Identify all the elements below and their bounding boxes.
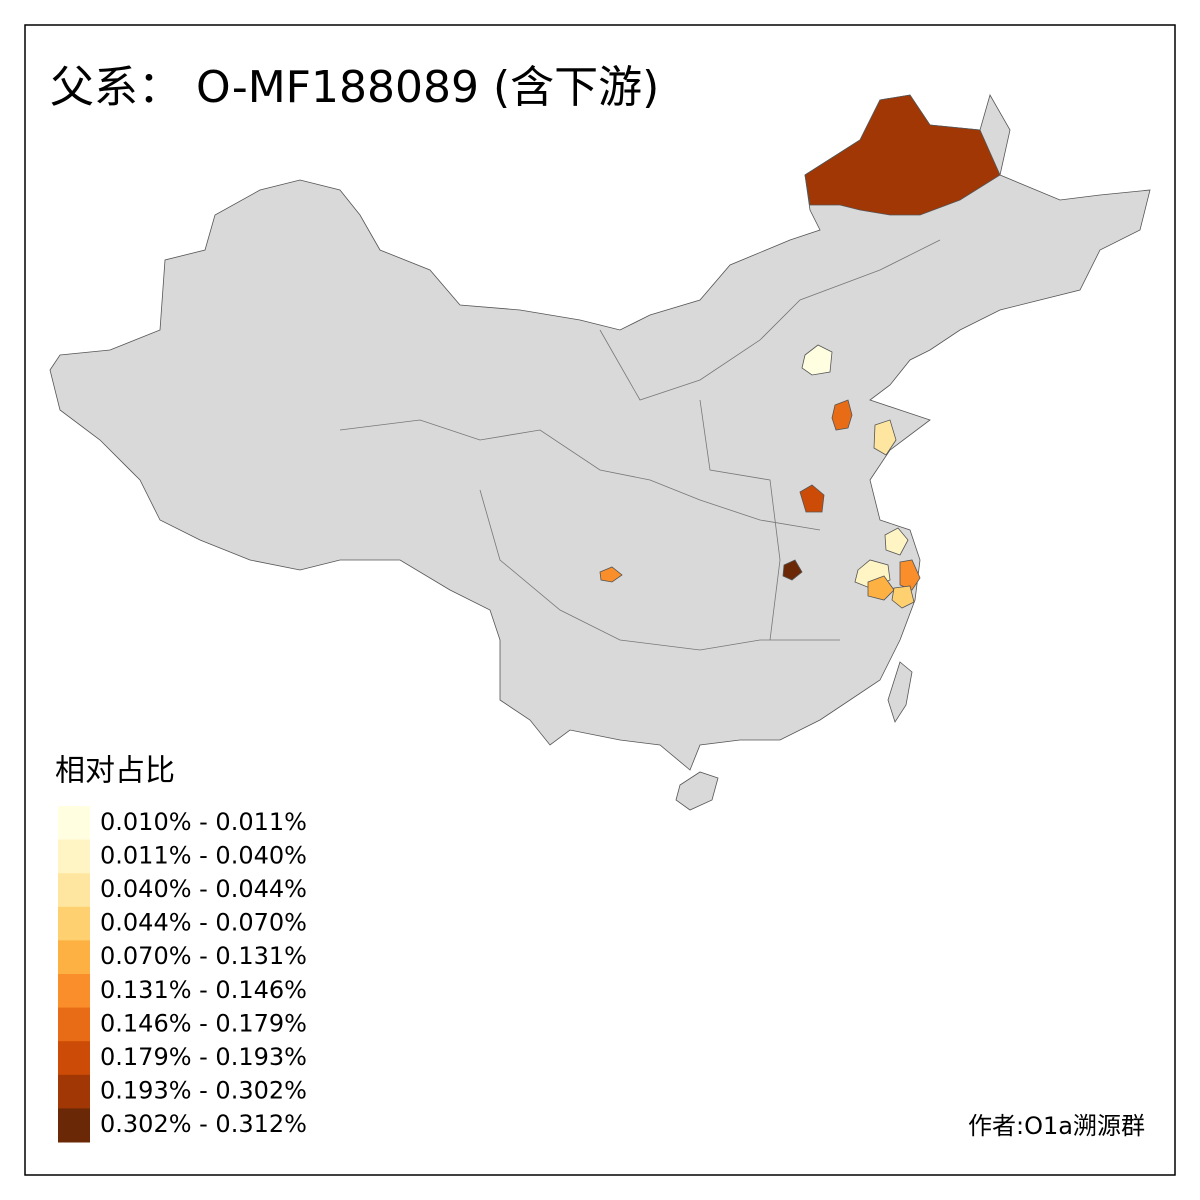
province-border <box>339 419 821 531</box>
legend-label: 0.302% - 0.312% <box>100 1110 307 1138</box>
province-border <box>699 399 781 641</box>
legend-label: 0.011% - 0.040% <box>100 841 307 869</box>
region-hubei <box>782 559 803 581</box>
credit: 作者:O1a溯源群 <box>968 1112 1145 1140</box>
legend-swatch <box>58 1108 90 1143</box>
legend-swatch <box>58 940 90 975</box>
legend-label: 0.010% - 0.011% <box>100 808 307 836</box>
legend-swatch <box>58 873 90 908</box>
taiwan <box>887 661 913 723</box>
country-outline <box>49 93 1151 771</box>
region-zhejiang-south <box>891 585 915 609</box>
hainan <box>675 771 719 811</box>
china-base <box>49 93 1151 811</box>
highlighted-regions <box>599 94 1001 609</box>
region-zhejiang-north <box>899 559 921 591</box>
legend-swatch <box>58 1074 90 1109</box>
legend-label: 0.146% - 0.179% <box>100 1009 307 1037</box>
province-border <box>599 239 941 401</box>
legend-label: 0.040% - 0.044% <box>100 875 307 903</box>
region-shandong <box>873 419 897 456</box>
legend-title: 相对占比 <box>55 754 175 789</box>
legend-label: 0.193% - 0.302% <box>100 1077 307 1105</box>
legend-label: 0.044% - 0.070% <box>100 909 307 937</box>
map-title: 父系： O-MF188089 (含下游) <box>50 62 659 113</box>
legend-label: 0.070% - 0.131% <box>100 942 307 970</box>
region-heilongjiang <box>804 94 1001 216</box>
region-chongqing <box>599 566 623 583</box>
legend: 0.010% - 0.011% 0.011% - 0.040% 0.040% - 0… <box>58 806 307 1143</box>
legend-swatch <box>58 974 90 1009</box>
legend-swatch <box>58 1007 90 1042</box>
region-henan <box>799 484 825 513</box>
legend-swatch <box>58 839 90 874</box>
region-jiangsu <box>884 527 909 556</box>
province-border <box>479 489 840 651</box>
legend-label: 0.179% - 0.193% <box>100 1043 307 1071</box>
region-beijing <box>801 344 833 376</box>
legend-swatch <box>58 1041 90 1076</box>
region-hebei <box>831 399 853 431</box>
legend-swatch <box>58 906 90 941</box>
legend-swatch <box>58 806 90 841</box>
region-zhejiang-west <box>867 575 895 601</box>
legend-label: 0.131% - 0.146% <box>100 976 307 1004</box>
